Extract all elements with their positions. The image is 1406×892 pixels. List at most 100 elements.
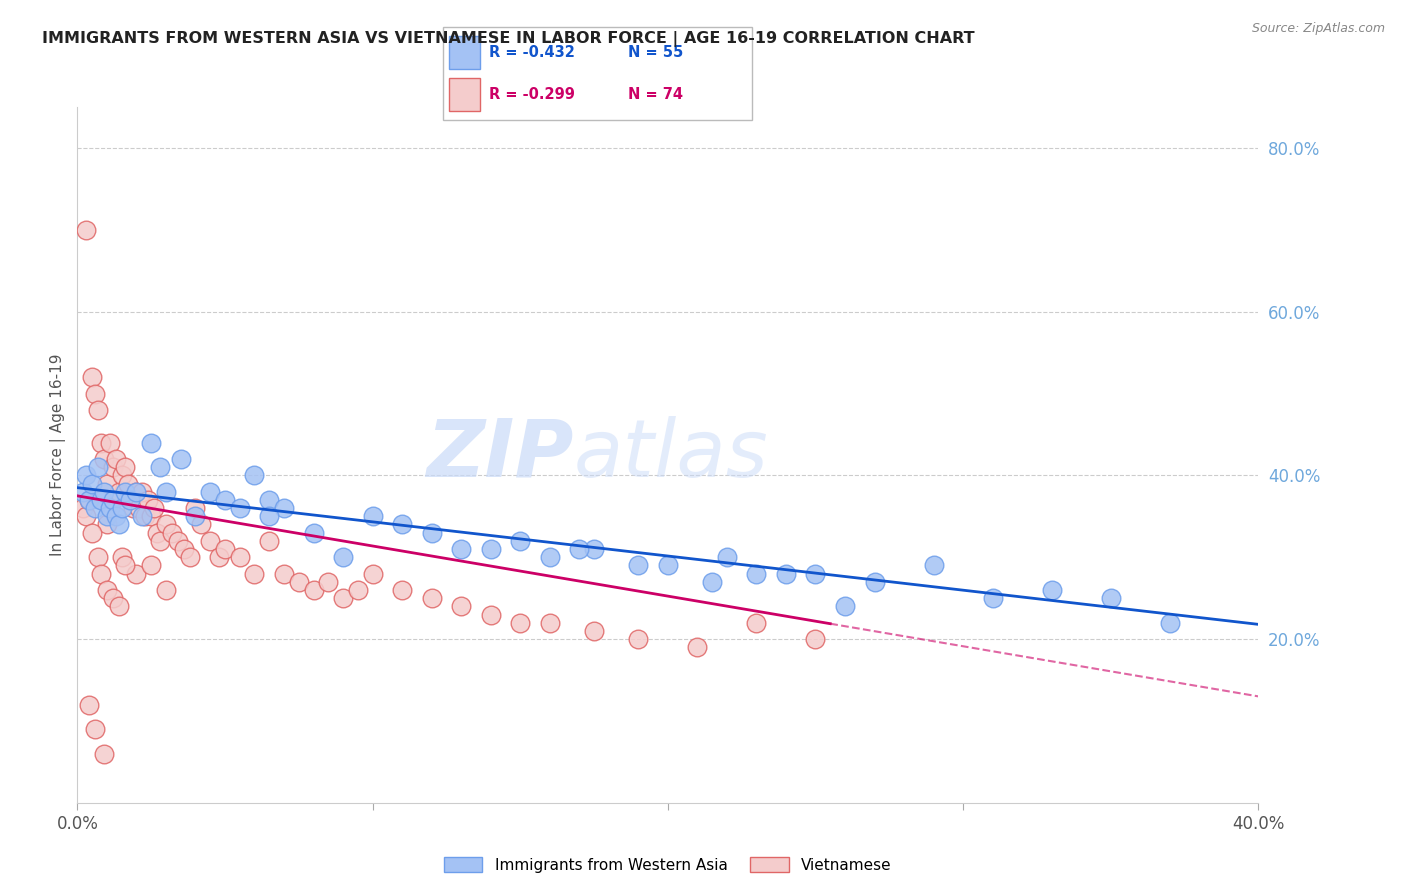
Point [173, 542, 195, 557]
Point [77, 492, 100, 507]
Point [179, 550, 201, 565]
Text: Source: ZipAtlas.com: Source: ZipAtlas.com [1251, 22, 1385, 36]
Point [214, 492, 236, 507]
Point [149, 460, 172, 475]
Point [114, 484, 136, 499]
Point [75, 509, 97, 524]
Point [136, 492, 159, 507]
Point [583, 624, 606, 638]
Point [243, 566, 266, 581]
Point [77, 698, 100, 712]
Point [361, 566, 384, 581]
Point [75, 223, 97, 237]
Point [93, 452, 115, 467]
Point [834, 599, 856, 614]
Point [120, 492, 142, 507]
Point [93, 484, 115, 499]
Point [538, 550, 561, 565]
Point [141, 558, 163, 573]
Text: N = 74: N = 74 [628, 87, 683, 103]
Point [93, 747, 115, 761]
Point [90, 566, 112, 581]
Point [143, 501, 166, 516]
Point [90, 435, 112, 450]
Point [479, 607, 502, 622]
Y-axis label: In Labor Force | Age 16-19: In Labor Force | Age 16-19 [51, 353, 66, 557]
Point [166, 533, 188, 548]
Point [72, 484, 94, 499]
Point [259, 509, 281, 524]
Point [208, 550, 231, 565]
Point [98, 501, 121, 516]
Legend: Immigrants from Western Asia, Vietnamese: Immigrants from Western Asia, Vietnamese [439, 850, 897, 879]
Point [1040, 582, 1063, 597]
Point [273, 566, 295, 581]
Point [627, 558, 650, 573]
Point [332, 550, 354, 565]
Point [184, 501, 207, 516]
Point [84, 722, 107, 736]
Point [1159, 615, 1181, 630]
Point [229, 550, 252, 565]
Point [450, 542, 472, 557]
Point [259, 492, 281, 507]
Point [214, 542, 236, 557]
Point [922, 558, 945, 573]
Point [170, 452, 193, 467]
Point [101, 492, 124, 507]
Point [131, 484, 153, 499]
Point [107, 517, 129, 532]
Point [72, 501, 94, 516]
Point [243, 468, 266, 483]
Point [538, 615, 561, 630]
Point [120, 492, 142, 507]
Point [111, 468, 132, 483]
Point [114, 460, 136, 475]
Point [96, 582, 118, 597]
Point [149, 533, 172, 548]
Point [122, 501, 145, 516]
Point [190, 517, 212, 532]
Point [128, 501, 150, 516]
Point [155, 517, 177, 532]
Bar [449, 78, 479, 111]
Point [131, 509, 153, 524]
Point [87, 550, 110, 565]
Point [804, 632, 827, 646]
Point [583, 542, 606, 557]
Point [981, 591, 1004, 606]
Point [332, 591, 354, 606]
Point [125, 566, 148, 581]
Point [96, 476, 118, 491]
Point [87, 460, 110, 475]
Point [702, 574, 724, 589]
Point [114, 558, 136, 573]
Point [82, 525, 104, 540]
Text: atlas: atlas [574, 416, 768, 494]
Point [98, 435, 121, 450]
Point [775, 566, 797, 581]
Point [107, 484, 129, 499]
Text: IMMIGRANTS FROM WESTERN ASIA VS VIETNAMESE IN LABOR FORCE | AGE 16-19 CORRELATIO: IMMIGRANTS FROM WESTERN ASIA VS VIETNAME… [42, 31, 974, 47]
Point [259, 533, 281, 548]
Point [107, 599, 129, 614]
Point [90, 492, 112, 507]
Point [101, 591, 124, 606]
Point [450, 599, 472, 614]
Point [84, 501, 107, 516]
Point [391, 517, 413, 532]
Point [229, 501, 252, 516]
Point [155, 484, 177, 499]
Point [125, 484, 148, 499]
Point [273, 501, 295, 516]
Point [184, 509, 207, 524]
Point [84, 386, 107, 401]
Text: R = -0.299: R = -0.299 [489, 87, 575, 103]
Point [155, 582, 177, 597]
Point [627, 632, 650, 646]
Point [82, 476, 104, 491]
Point [420, 525, 443, 540]
Point [391, 582, 413, 597]
Point [101, 460, 124, 475]
Point [104, 509, 127, 524]
